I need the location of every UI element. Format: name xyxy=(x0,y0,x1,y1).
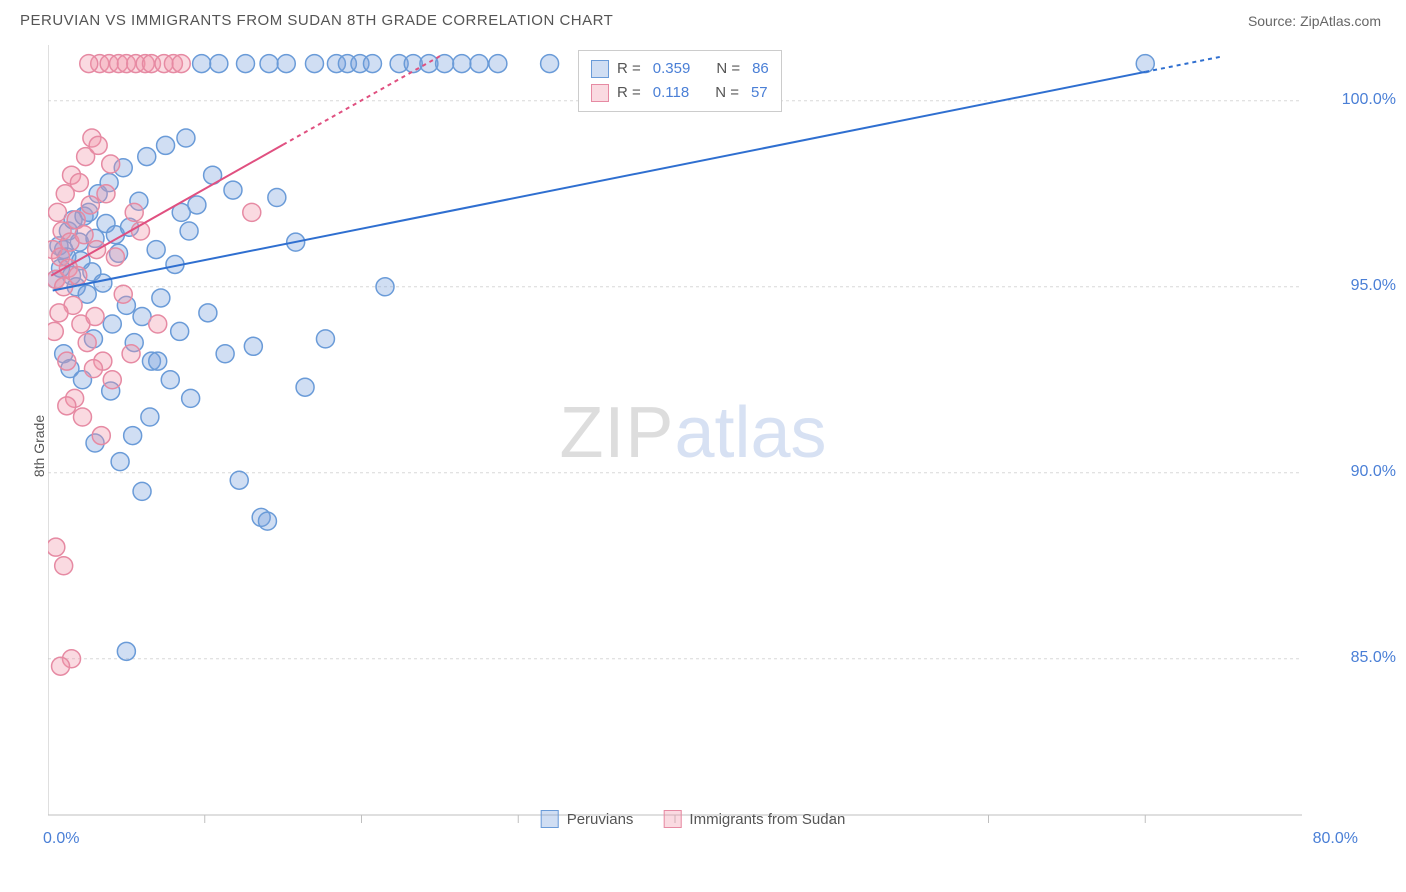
y-tick-label: 95.0% xyxy=(1351,277,1396,295)
y-tick-label: 85.0% xyxy=(1351,649,1396,667)
x-axis-min-label: 0.0% xyxy=(43,830,79,848)
r-value: 0.118 xyxy=(653,81,689,105)
n-label: N = xyxy=(716,57,740,81)
correlation-legend-row: R = 0.359 N = 86 xyxy=(591,57,769,81)
series-label: Immigrants from Sudan xyxy=(689,811,845,828)
legend-swatch xyxy=(591,60,609,78)
x-axis-max-label: 80.0% xyxy=(1313,830,1358,848)
source-prefix: Source: xyxy=(1248,13,1300,29)
n-value: 86 xyxy=(752,57,769,81)
legend-swatch xyxy=(591,84,609,102)
chart-area: ZIPatlas R =0.359N =86R =0.118N =57 Peru… xyxy=(48,45,1338,820)
n-label: N = xyxy=(715,81,739,105)
source-name: ZipAtlas.com xyxy=(1300,13,1381,29)
scatter-plot xyxy=(48,45,1362,855)
chart-title: PERUVIAN VS IMMIGRANTS FROM SUDAN 8TH GR… xyxy=(20,12,613,29)
correlation-legend: R = 0.359 N = 86 R = 0.118 N = 57 xyxy=(578,50,782,112)
series-legend-item: Peruvians xyxy=(541,810,634,828)
series-legend: Peruvians Immigrants from Sudan xyxy=(541,810,846,828)
r-label: R = xyxy=(617,57,641,81)
series-label: Peruvians xyxy=(567,811,634,828)
series-legend-item: Immigrants from Sudan xyxy=(663,810,845,828)
r-value: 0.359 xyxy=(653,57,691,81)
source-attribution: Source: ZipAtlas.com xyxy=(1248,13,1381,29)
y-axis-title: 8th Grade xyxy=(31,415,47,477)
legend-swatch xyxy=(541,810,559,828)
correlation-legend-row: R = 0.118 N = 57 xyxy=(591,81,769,105)
header-bar: PERUVIAN VS IMMIGRANTS FROM SUDAN 8TH GR… xyxy=(0,0,1406,37)
y-tick-label: 90.0% xyxy=(1351,463,1396,481)
legend-swatch xyxy=(663,810,681,828)
n-value: 57 xyxy=(751,81,768,105)
r-label: R = xyxy=(617,81,641,105)
y-tick-label: 100.0% xyxy=(1342,91,1396,109)
